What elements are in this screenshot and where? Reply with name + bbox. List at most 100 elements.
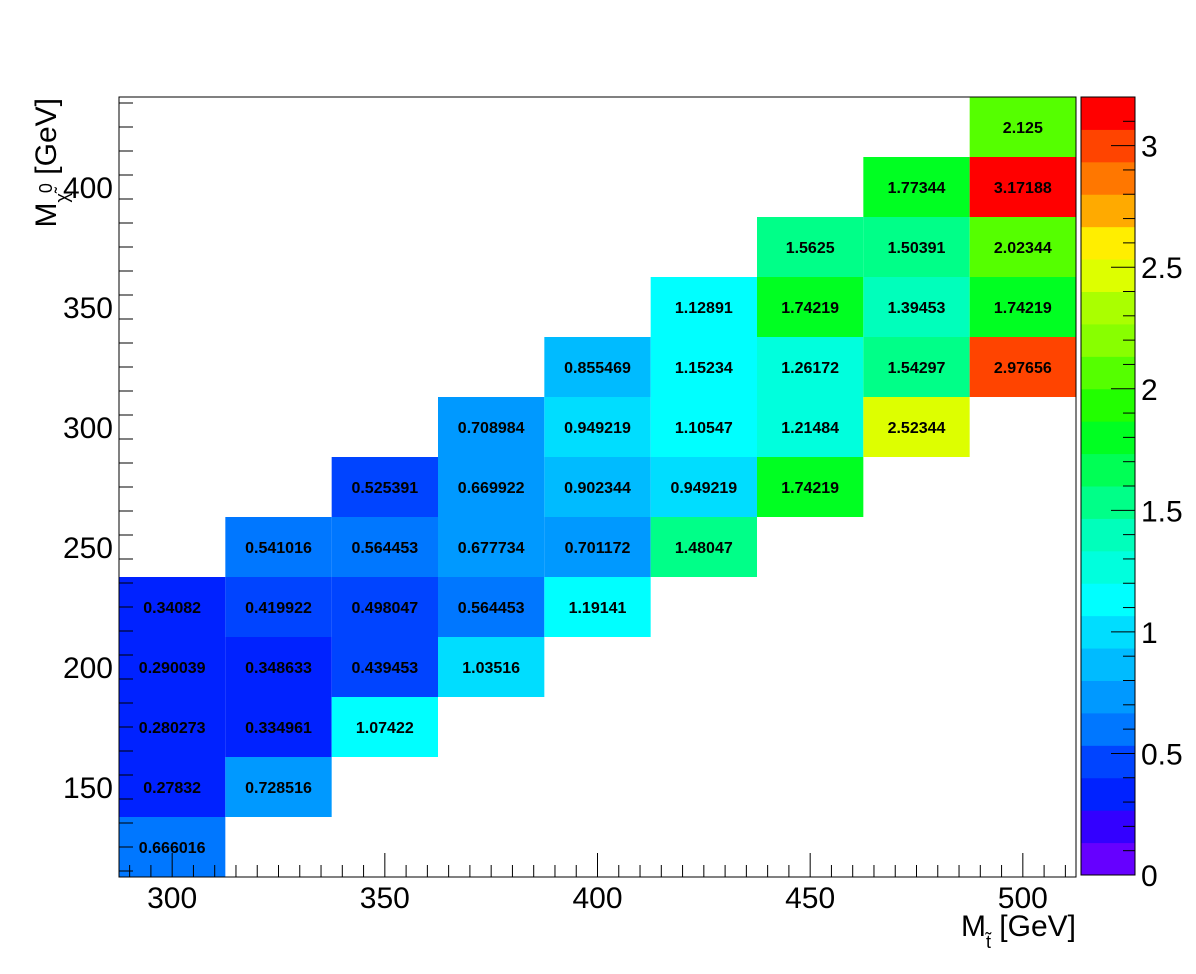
cell-value-label: 2.52344 [888,420,946,437]
cell-value-label: 1.50391 [888,240,946,257]
heatmap-cell [757,217,864,277]
cell-value-label: 2.02344 [994,240,1052,257]
heatmap-cell [544,337,651,397]
heatmap-cell [863,217,970,277]
cell-value-label: 0.855469 [564,360,631,377]
heatmap-cell [650,337,757,397]
heatmap-cell [438,577,545,637]
heatmap-cell [119,697,226,757]
heatmap-cell [544,457,651,517]
color-scale-band [1081,259,1135,292]
cell-value-label: 0.669922 [458,480,525,497]
heatmap-cell [225,517,332,577]
heatmap-cell [225,757,332,817]
cell-value-label: 0.677734 [458,540,525,557]
color-scale-band [1081,583,1135,617]
cell-value-label: 2.125 [1003,120,1043,137]
cell-value-label: 1.26172 [781,360,839,377]
heatmap-cell [438,397,545,457]
x-axis: 300 350 400 450 500 [129,853,1066,915]
x-tick-label: 400 [572,882,622,915]
y-tick-label: 300 [63,412,113,445]
heatmap-cell [650,277,757,337]
cell-value-label: 0.34082 [143,600,201,617]
y-tick-label: 250 [63,532,113,565]
x-tick-label: 300 [147,882,197,915]
cell-value-label: 0.439453 [351,660,418,677]
z-tick-label: 0 [1141,860,1158,893]
heatmap-cell [119,637,226,697]
color-scale-band [1081,486,1135,519]
z-tick-label: 2.5 [1141,252,1183,285]
heatmap-cell [969,217,1076,277]
heatmap-cell [863,397,970,457]
cell-value-label: 0.348633 [245,660,312,677]
color-scale-band [1081,745,1135,779]
heatmap-cell [650,397,757,457]
cell-value-label: 1.03516 [462,660,520,677]
x-tick-label: 350 [360,882,410,915]
heatmap-cell [969,97,1076,157]
z-tick-label: 1 [1141,617,1158,650]
heatmap-cell [438,517,545,577]
cell-value-label: 0.280273 [139,720,206,737]
color-scale-band [1081,97,1135,130]
heatmap-cell [331,517,438,577]
y-axis: 150 200 250 300 350 400 [63,102,133,872]
cell-value-label: 1.48047 [675,540,733,557]
cell-value-label: 0.419922 [245,600,312,617]
cell-value-label: 1.54297 [888,360,946,377]
heatmap-cell [863,337,970,397]
cell-value-label: 0.902344 [564,480,631,497]
heatmap-cell [969,337,1076,397]
heatmap-cell [225,577,332,637]
cell-value-label: 0.498047 [351,600,418,617]
heatmap-cell-labels: 0.666016 0.27832 0.280273 0.290039 0.34082 0.… [139,120,1052,857]
cell-value-label: 1.39453 [888,300,946,317]
cell-value-label: 0.949219 [564,420,631,437]
cell-value-label: 0.708984 [458,420,525,437]
heatmap-cells [119,97,1076,877]
cell-value-label: 1.21484 [781,420,839,437]
cell-value-label: 3.17188 [994,180,1052,197]
z-tick-label: 3 [1141,131,1158,164]
color-scale-band [1081,842,1135,876]
heatmap-cell [969,157,1076,217]
y-tick-label: 200 [63,652,113,685]
cell-value-label: 0.334961 [245,720,312,737]
heatmap-cell [544,577,651,637]
x-tick-label: 450 [785,882,835,915]
heatmap-cell [650,457,757,517]
color-scale-band [1081,161,1135,195]
cell-value-label: 1.07422 [356,720,414,737]
color-scale-band [1081,194,1135,228]
heatmap-cell [331,457,438,517]
cell-value-label: 1.10547 [675,420,733,437]
cell-value-label: 1.19141 [569,600,627,617]
y-tick-label: 150 [63,772,113,805]
cell-value-label: 0.290039 [139,660,206,677]
x-axis-label: Mt̃ [GeV] [961,910,1076,952]
heatmap-cell [544,517,651,577]
y-axis-label: Mχ̃0 [GeV] [30,98,72,228]
heatmap-cell [969,277,1076,337]
color-scale-band [1081,356,1135,390]
heatmap-cell [438,637,545,697]
heatmap-cell [757,397,864,457]
y-tick-label: 400 [63,172,113,205]
cell-value-label: 0.728516 [245,780,312,797]
heatmap-cell [757,337,864,397]
cell-value-label: 1.74219 [781,480,839,497]
heatmap-cell [757,457,864,517]
cell-value-label: 0.701172 [565,540,631,557]
color-scale-band [1081,777,1135,811]
cell-value-label: 0.541016 [245,540,312,557]
cell-value-label: 0.949219 [670,480,737,497]
z-tick-label: 2 [1141,374,1158,407]
heatmap-cell [863,277,970,337]
cell-value-label: 1.12891 [675,300,733,317]
x-tick-label: 500 [998,882,1048,915]
cell-value-label: 0.525391 [351,480,418,497]
heatmap-cell [119,757,226,817]
heatmap-cell [863,157,970,217]
